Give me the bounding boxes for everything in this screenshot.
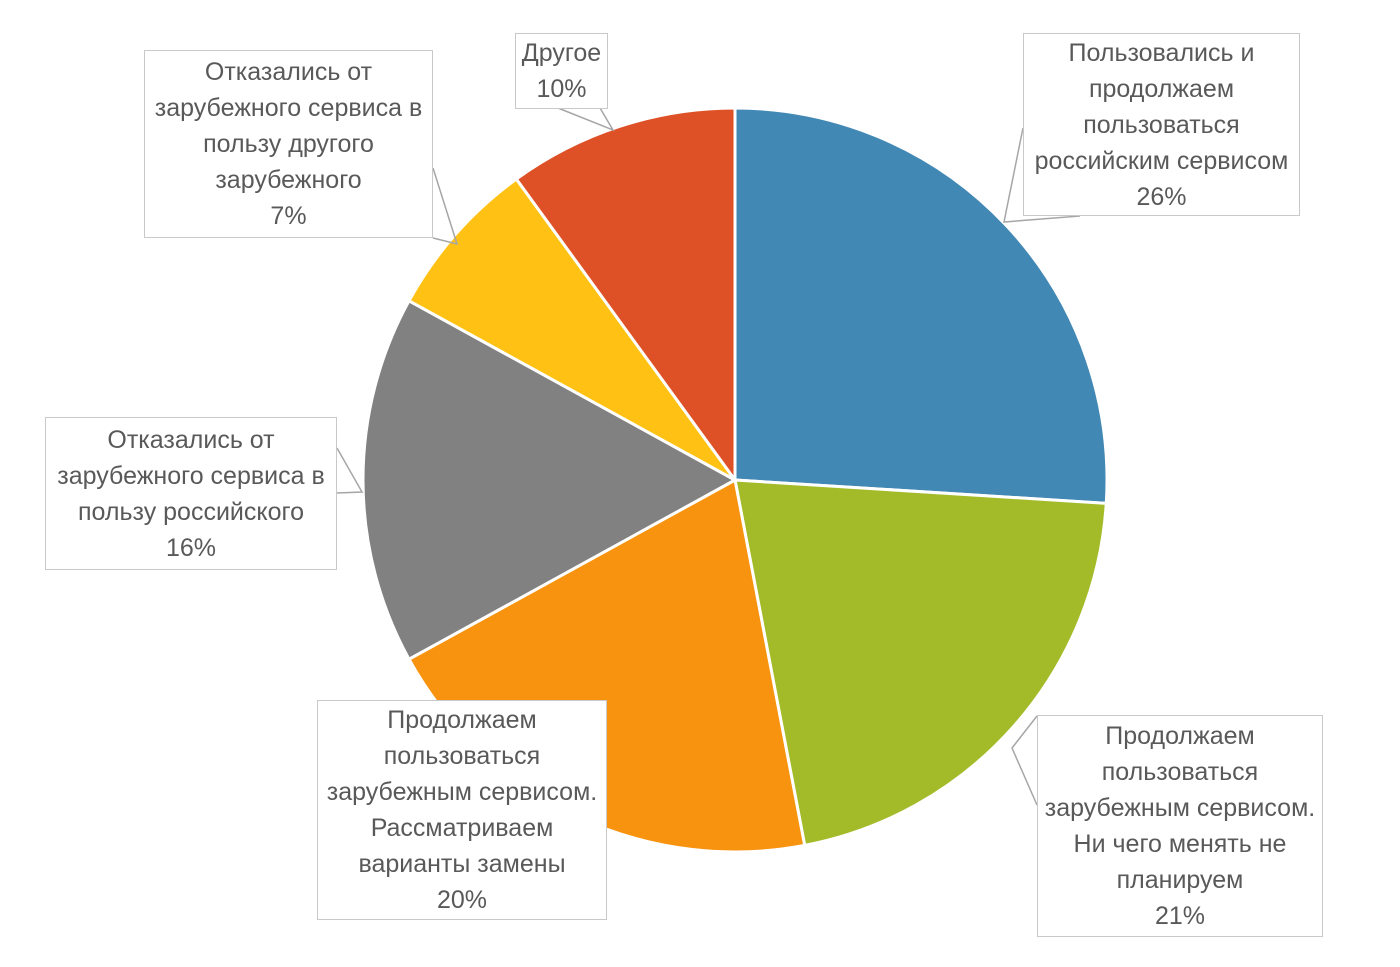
callout-percent: 7% <box>270 202 307 230</box>
callout-other: Другое 10% <box>515 33 608 109</box>
callout-label: Отказались от зарубежного сервиса в поль… <box>57 425 325 526</box>
callout-russian-service: Пользовались и продолжаем пользоваться р… <box>1023 33 1300 216</box>
callout-switched-foreign: Отказались от зарубежного сервиса в поль… <box>144 50 433 238</box>
callout-label: Отказались от зарубежного сервиса в поль… <box>154 58 423 194</box>
callout-leader-russian-service <box>1003 127 1081 223</box>
pie-slice-0 <box>733 106 1109 505</box>
callout-percent: 21% <box>1154 902 1206 930</box>
callout-label: Пользовались и продолжаем пользоваться р… <box>1034 38 1289 175</box>
callout-percent: 10% <box>536 75 587 103</box>
pie-slice-3 <box>361 299 737 661</box>
callout-foreign-no-change: Продолжаем пользоваться зарубежным серви… <box>1037 715 1323 937</box>
pie-slice-1 <box>733 478 1108 847</box>
callout-foreign-considering: Продолжаем пользоваться зарубежным серви… <box>317 700 607 920</box>
callout-label: Продолжаем пользоваться зарубежным серви… <box>326 706 598 878</box>
callout-label: Продолжаем пользоваться зарубежным серви… <box>1044 722 1316 894</box>
callout-leader-foreign-no-change <box>1011 715 1038 806</box>
pie-slice-5 <box>514 106 737 482</box>
callout-percent: 26% <box>1136 182 1187 211</box>
callout-label: Другое <box>521 39 602 67</box>
pie-slice-4 <box>407 177 737 482</box>
callout-switched-russian: Отказались от зарубежного сервиса в поль… <box>45 417 337 570</box>
callout-percent: 20% <box>436 886 488 914</box>
callout-leader-other <box>557 107 615 132</box>
callout-leader-switched-foreign <box>432 167 459 246</box>
callout-leader-switched-russian <box>336 447 364 494</box>
callout-percent: 16% <box>165 533 217 562</box>
